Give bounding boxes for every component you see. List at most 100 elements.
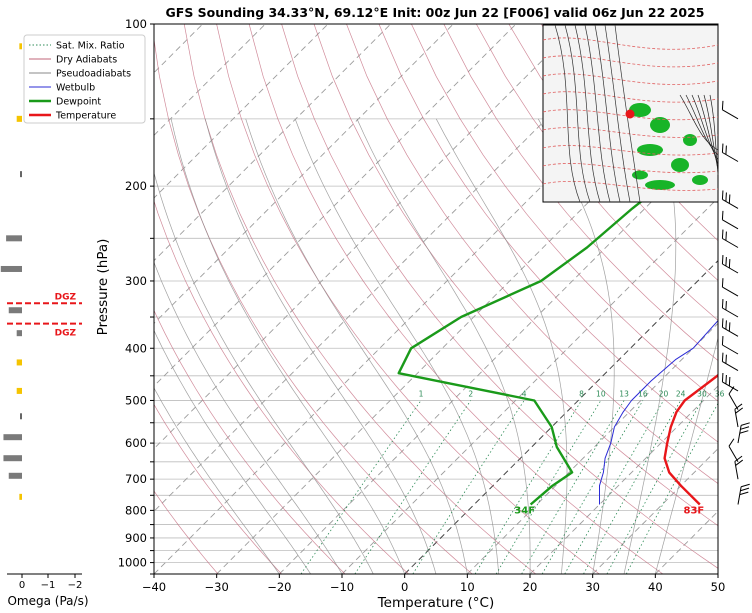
mixing-ratio-line bbox=[474, 400, 582, 574]
inset-terrain-contour bbox=[679, 94, 719, 151]
y-tick-label: 400 bbox=[125, 341, 147, 355]
pseudoadiabat-line bbox=[154, 261, 343, 574]
mixing-ratio-label: 8 bbox=[579, 389, 584, 398]
dewpoint-profile-line bbox=[397, 136, 718, 506]
x-tick-label: −10 bbox=[330, 580, 354, 594]
x-tick-label: 30 bbox=[585, 580, 600, 594]
wind-barb bbox=[721, 210, 739, 230]
inset-precip-area bbox=[645, 180, 675, 190]
mixing-ratio-line bbox=[495, 400, 602, 574]
omega-bar bbox=[19, 493, 22, 500]
y-tick-label: 1000 bbox=[118, 556, 147, 570]
wind-barb bbox=[721, 255, 739, 274]
x-tick-label: −40 bbox=[142, 580, 166, 594]
mixing-ratio-label: 30 bbox=[697, 389, 707, 398]
pseudoadiabat-line bbox=[245, 118, 468, 574]
dry-adiabat-line bbox=[346, 24, 718, 485]
inset-terrain-contour bbox=[685, 94, 719, 156]
dry-adiabat-line bbox=[183, 24, 537, 574]
dry-adiabat-line bbox=[281, 24, 718, 569]
wind-barb bbox=[734, 455, 744, 480]
mixing-ratio-line bbox=[564, 400, 664, 574]
y-tick-label: 500 bbox=[125, 393, 147, 407]
omega-tick-2: −2 bbox=[68, 580, 83, 591]
inset-contour bbox=[542, 91, 719, 103]
inset-precip-area bbox=[650, 117, 670, 133]
wind-barb bbox=[721, 278, 739, 297]
omega-bar bbox=[19, 43, 22, 50]
surface-value-label: 34F bbox=[514, 505, 535, 516]
dry-adiabat-line bbox=[378, 24, 718, 443]
legend-entry-label: Wetbulb bbox=[56, 83, 95, 94]
dry-adiabat-line bbox=[154, 309, 346, 574]
mixing-ratio-label: 13 bbox=[619, 389, 629, 398]
inset-precip-area bbox=[671, 158, 689, 172]
inset-terrain-contour bbox=[703, 94, 719, 171]
inset-border-line bbox=[604, 24, 631, 203]
inset-precip-area bbox=[632, 170, 648, 180]
inset-border-line bbox=[564, 24, 591, 203]
chart-title: GFS Sounding 34.33°N, 69.12°E Init: 00z … bbox=[166, 5, 705, 20]
wind-barb bbox=[721, 190, 739, 209]
mixing-ratio-labels: 1 2 4 8 10 13 16 20 24 30 36 bbox=[419, 389, 725, 398]
y-axis: 100 200 300 400 500 600 700 800 900 1000 bbox=[118, 17, 154, 575]
dry-adiabat-line bbox=[154, 199, 409, 574]
y-tick-label: 700 bbox=[125, 472, 147, 486]
mixing-ratio-line bbox=[354, 400, 472, 574]
omega-bar bbox=[16, 387, 22, 394]
wetbulb-profile-line bbox=[599, 319, 718, 505]
inset-border-line bbox=[574, 24, 601, 203]
pseudoadiabat-line bbox=[623, 118, 677, 574]
x-axis-label: Temperature (°C) bbox=[377, 595, 495, 611]
mixing-ratio-line bbox=[606, 400, 703, 574]
thermo-background-lines bbox=[154, 24, 718, 574]
omega-bar bbox=[3, 455, 22, 462]
inset-border-line bbox=[554, 24, 581, 203]
mixing-ratio-line bbox=[521, 400, 625, 574]
mixing-ratio-label: 1 bbox=[419, 389, 424, 398]
mixing-ratio-label: 10 bbox=[596, 389, 606, 398]
wind-barb bbox=[728, 438, 739, 463]
inset-contour bbox=[542, 127, 719, 138]
mixing-ratio-line bbox=[412, 400, 525, 574]
omega-bar bbox=[16, 330, 22, 337]
dry-adiabat-line bbox=[248, 24, 664, 574]
temperature-profile-line bbox=[663, 373, 718, 506]
y-tick-label: 300 bbox=[125, 274, 147, 288]
x-tick-label: −30 bbox=[205, 580, 229, 594]
inset-precip-area bbox=[629, 103, 651, 117]
dry-adiabat-line bbox=[508, 24, 718, 281]
omega-bar bbox=[16, 115, 22, 122]
inset-border-line bbox=[584, 24, 611, 203]
omega-panel: DGZ DGZ 0 −1 −2 Omega (Pa/s) bbox=[0, 43, 89, 608]
omega-bar bbox=[6, 235, 22, 242]
dry-adiabat-line bbox=[154, 403, 282, 574]
inset-map bbox=[542, 24, 719, 203]
wind-barb bbox=[721, 100, 739, 120]
omega-axis-label: Omega (Pa/s) bbox=[7, 594, 88, 608]
inset-contour bbox=[542, 73, 719, 85]
inset-precip-area bbox=[692, 175, 708, 185]
wind-barb bbox=[721, 229, 739, 248]
wind-barb bbox=[721, 336, 739, 355]
mixing-ratio-label: 20 bbox=[659, 389, 669, 398]
inset-location-marker bbox=[625, 109, 635, 119]
pseudoadiabat-line bbox=[435, 118, 568, 574]
omega-bar bbox=[8, 472, 22, 479]
wind-barb bbox=[721, 318, 739, 337]
surface-annotations: 83F 34F bbox=[514, 505, 704, 516]
pseudoadiabat-line bbox=[154, 329, 311, 574]
mixing-ratio-label: 16 bbox=[638, 389, 648, 398]
legend-entry-label: Dry Adiabats bbox=[56, 55, 117, 66]
dry-adiabat-line bbox=[154, 37, 473, 574]
y-axis-label: Pressure (hPa) bbox=[95, 239, 111, 336]
legend: Sat. Mix. Ratio Dry Adiabats Pseudoadiabat… bbox=[23, 34, 146, 124]
wind-barb bbox=[721, 352, 739, 372]
y-tick-label: 100 bbox=[125, 17, 147, 31]
inset-contour bbox=[542, 55, 719, 68]
profile-series bbox=[397, 136, 718, 506]
pseudoadiabat-line bbox=[356, 118, 531, 574]
mixing-ratio-label: 4 bbox=[522, 389, 527, 398]
